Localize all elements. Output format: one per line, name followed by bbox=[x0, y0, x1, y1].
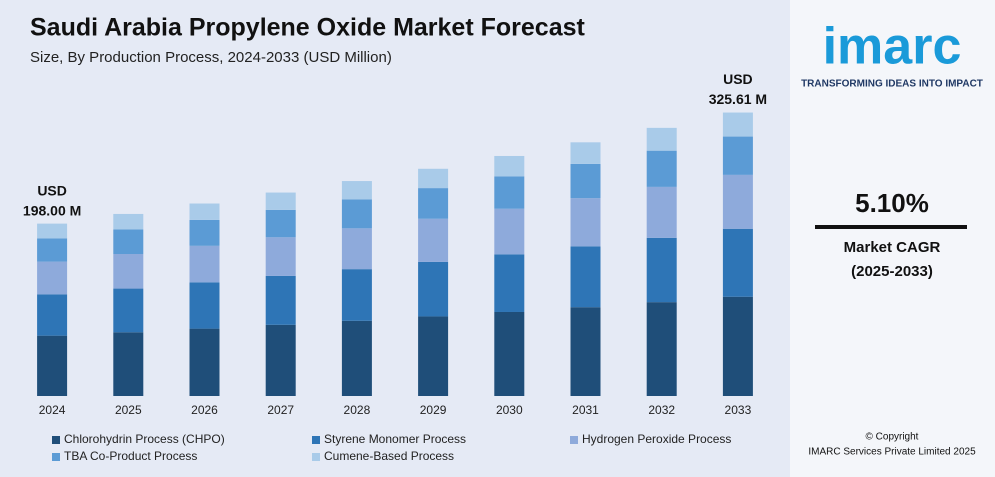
cagr-period: (2025-2033) bbox=[851, 263, 933, 280]
x-tick-label: 2024 bbox=[39, 403, 66, 417]
bar-segment bbox=[494, 155, 525, 177]
bar-segment bbox=[37, 335, 68, 396]
bar-segment bbox=[37, 223, 68, 239]
x-tick-label: 2032 bbox=[648, 403, 675, 417]
x-tick-label: 2033 bbox=[725, 403, 752, 417]
bar-segment bbox=[722, 228, 753, 297]
bar-segment bbox=[646, 127, 677, 151]
bar-segment bbox=[265, 237, 296, 276]
legend-label: TBA Co-Product Process bbox=[64, 449, 197, 463]
bar-segment bbox=[265, 192, 296, 210]
bar-segment bbox=[722, 174, 753, 229]
bar-segment bbox=[570, 246, 601, 308]
legend-label: Chlorohydrin Process (CHPO) bbox=[64, 432, 225, 446]
company: IMARC Services Private Limited 2025 bbox=[808, 447, 976, 458]
chart-title: Saudi Arabia Propylene Oxide Market Fore… bbox=[30, 14, 585, 42]
bar-segment bbox=[265, 324, 296, 396]
bar-segment bbox=[341, 199, 372, 229]
sidebar-panel bbox=[790, 0, 995, 477]
bar-segment bbox=[646, 302, 677, 396]
bar-segment bbox=[570, 198, 601, 247]
bar-segment bbox=[189, 245, 220, 283]
legend-label: Hydrogen Peroxide Process bbox=[582, 432, 731, 446]
bar-segment bbox=[265, 209, 296, 238]
bar-segment bbox=[341, 228, 372, 270]
x-tick-label: 2030 bbox=[496, 403, 523, 417]
bar-segment bbox=[570, 142, 601, 164]
bar-segment bbox=[37, 238, 68, 262]
logo: imarc bbox=[823, 18, 962, 76]
bar-segment bbox=[646, 186, 677, 238]
x-tick-label: 2026 bbox=[191, 403, 218, 417]
bar-segment bbox=[113, 229, 144, 255]
bar-segment bbox=[722, 112, 753, 137]
bar-segment bbox=[341, 320, 372, 396]
legend-label: Cumene-Based Process bbox=[324, 449, 454, 463]
bar-segment bbox=[418, 168, 449, 189]
bar-segment bbox=[646, 237, 677, 303]
legend-swatch bbox=[312, 436, 320, 444]
cagr-value: 5.10% bbox=[855, 188, 929, 218]
x-tick-label: 2031 bbox=[572, 403, 599, 417]
bar-segment bbox=[189, 219, 220, 246]
bar-segment bbox=[113, 332, 144, 396]
bar-segment bbox=[341, 269, 372, 321]
bar-segment bbox=[494, 254, 525, 312]
bar-segment bbox=[570, 163, 601, 199]
bar-segment bbox=[341, 181, 372, 200]
x-tick-label: 2028 bbox=[344, 403, 371, 417]
legend-swatch bbox=[570, 436, 578, 444]
bar-segment bbox=[646, 150, 677, 187]
divider bbox=[815, 225, 967, 229]
bar-segment bbox=[113, 288, 144, 333]
bar-segment bbox=[113, 254, 144, 289]
bar-segment bbox=[418, 188, 449, 219]
bar-segment bbox=[113, 213, 144, 230]
tagline: TRANSFORMING IDEAS INTO IMPACT bbox=[801, 79, 983, 90]
legend-swatch bbox=[312, 453, 320, 461]
bar-segment bbox=[189, 203, 220, 220]
legend-label: Styrene Monomer Process bbox=[324, 432, 466, 446]
bar-segment bbox=[722, 296, 753, 396]
total-label: USD bbox=[723, 71, 753, 87]
bar-segment bbox=[37, 294, 68, 336]
bar-segment bbox=[418, 316, 449, 396]
bar-segment bbox=[418, 261, 449, 317]
bar-segment bbox=[418, 218, 449, 262]
x-tick-label: 2027 bbox=[267, 403, 294, 417]
total-label: USD bbox=[37, 182, 67, 198]
copyright: © Copyright bbox=[866, 432, 919, 443]
bar-segment bbox=[189, 328, 220, 396]
bar-segment bbox=[265, 275, 296, 325]
bar-segment bbox=[37, 261, 68, 295]
bar-segment bbox=[189, 282, 220, 329]
bar-segment bbox=[494, 311, 525, 396]
legend-swatch bbox=[52, 436, 60, 444]
bar-segment bbox=[722, 136, 753, 175]
bar-segment bbox=[494, 208, 525, 255]
legend-swatch bbox=[52, 453, 60, 461]
x-tick-label: 2025 bbox=[115, 403, 142, 417]
x-tick-label: 2029 bbox=[420, 403, 447, 417]
total-label: 198.00 M bbox=[23, 202, 81, 218]
cagr-label: Market CAGR bbox=[844, 239, 941, 256]
chart-subtitle: Size, By Production Process, 2024-2033 (… bbox=[30, 49, 392, 66]
total-label: 325.61 M bbox=[709, 91, 767, 107]
bar-segment bbox=[494, 176, 525, 209]
bar-segment bbox=[570, 307, 601, 396]
